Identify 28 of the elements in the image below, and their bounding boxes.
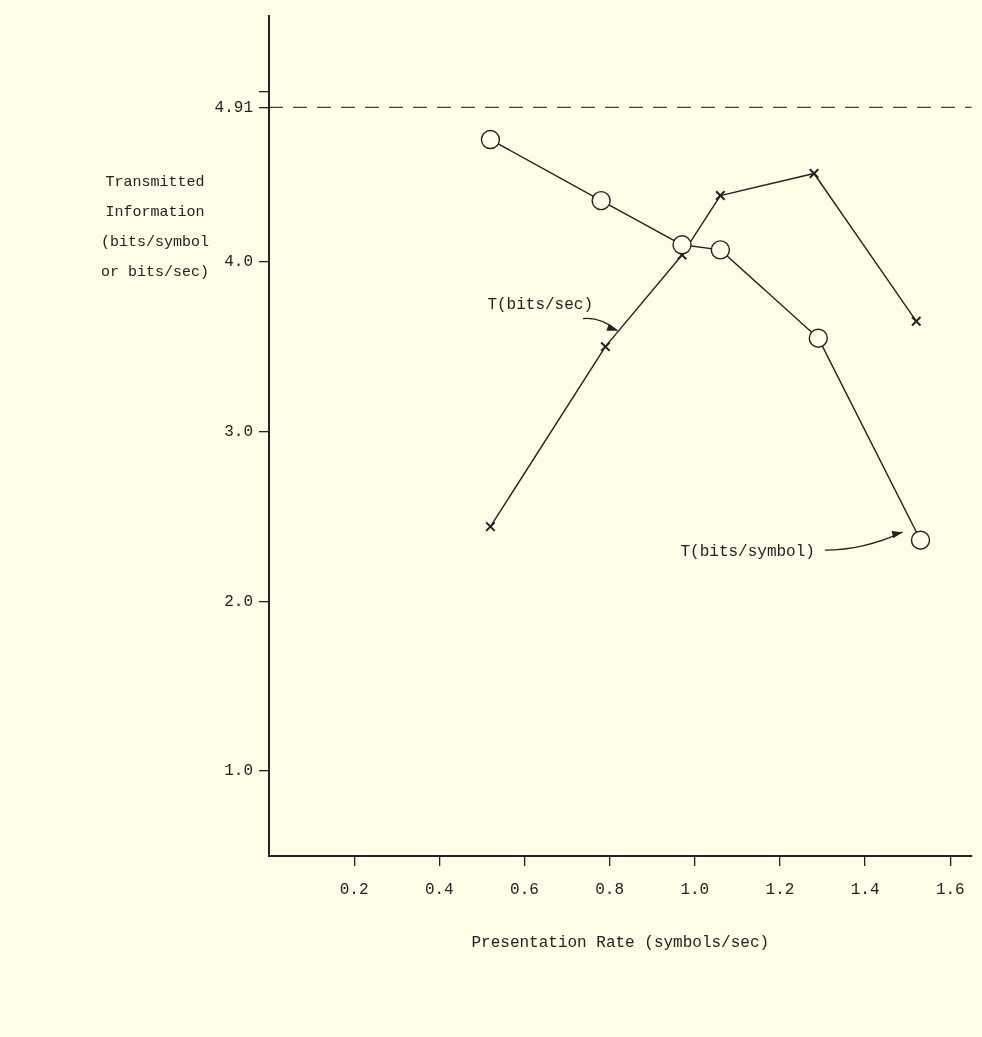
y-tick-label: 1.0 <box>224 762 253 781</box>
point <box>480 129 501 150</box>
y-tick-label: 3.0 <box>224 422 253 441</box>
series-label: T(bits/sec) <box>487 295 594 314</box>
point <box>808 328 829 348</box>
point <box>710 240 731 260</box>
x-tick-label: 0.6 <box>510 880 539 899</box>
point <box>485 521 496 532</box>
point <box>911 315 922 327</box>
point <box>672 235 692 255</box>
x-tick-label: 1.2 <box>765 880 795 899</box>
x-tick-label: 0.2 <box>339 880 369 899</box>
x-tick-label: 0.8 <box>595 880 625 899</box>
y-axis-title: Transmitted Information (bits/symbol or bits/sec) <box>100 173 210 283</box>
y-tick-label: 4.91 <box>214 98 253 117</box>
x-tick-label: 1.0 <box>680 880 710 899</box>
text: T(bits/symbol) <box>680 543 815 562</box>
y-tick-label: 2.0 <box>224 592 253 611</box>
x-axis-title: Presentation Rate (symbols/sec) <box>471 933 770 952</box>
point <box>910 530 931 550</box>
x-tick-label: 0.4 <box>424 880 454 899</box>
point <box>600 341 611 352</box>
x-tick-label: 1.6 <box>935 880 965 899</box>
point <box>808 168 820 179</box>
point <box>591 190 611 211</box>
y-tick-label: 4.0 <box>224 253 253 272</box>
point <box>715 190 726 201</box>
x-tick-label: 1.4 <box>850 880 880 899</box>
